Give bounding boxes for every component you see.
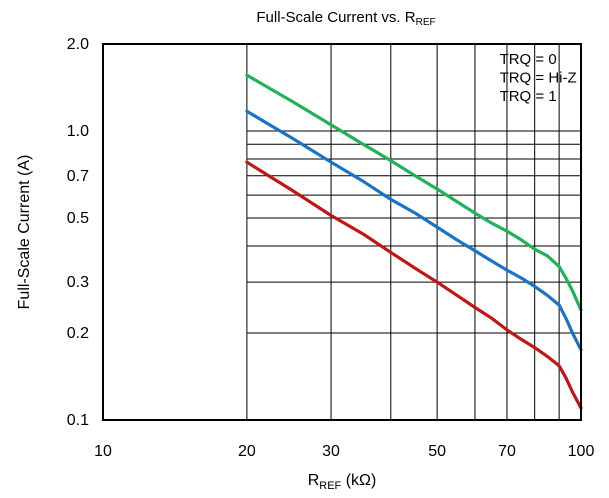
y-tick-label: 0.3	[67, 274, 89, 291]
x-axis-label-sub: REF	[319, 480, 341, 492]
x-tick-label: 70	[498, 443, 516, 460]
x-tick-label: 30	[322, 443, 340, 460]
x-axis-label-rest: (kΩ)	[341, 472, 376, 489]
legend-entry: TRQ = 1	[500, 88, 557, 105]
y-tick-label: 2.0	[67, 36, 89, 53]
y-tick-label: 0.2	[67, 325, 89, 342]
series-line	[247, 111, 581, 349]
x-tick-label: 100	[568, 443, 595, 460]
y-tick-label: 0.1	[67, 412, 89, 429]
y-tick-label: 0.5	[67, 210, 89, 227]
x-axis-label: RREF (kΩ)	[308, 472, 377, 492]
x-tick-label: 20	[238, 443, 256, 460]
x-tick-label: 10	[94, 443, 112, 460]
x-axis-label-main: R	[308, 472, 320, 489]
series-layer	[247, 75, 581, 408]
y-axis-label: Full-Scale Current (A)	[16, 155, 33, 310]
legend-entry: TRQ = Hi-Z	[500, 70, 577, 87]
y-tick-label: 0.7	[67, 168, 89, 185]
legend-entry: TRQ = 0	[500, 51, 557, 68]
chart-title-main: Full-Scale Current vs. R	[256, 9, 415, 26]
chart-title: Full-Scale Current vs. RREF	[256, 9, 435, 28]
chart-title-sub: REF	[416, 17, 436, 28]
y-tick-label: 1.0	[67, 123, 89, 140]
x-tick-label: 50	[428, 443, 446, 460]
